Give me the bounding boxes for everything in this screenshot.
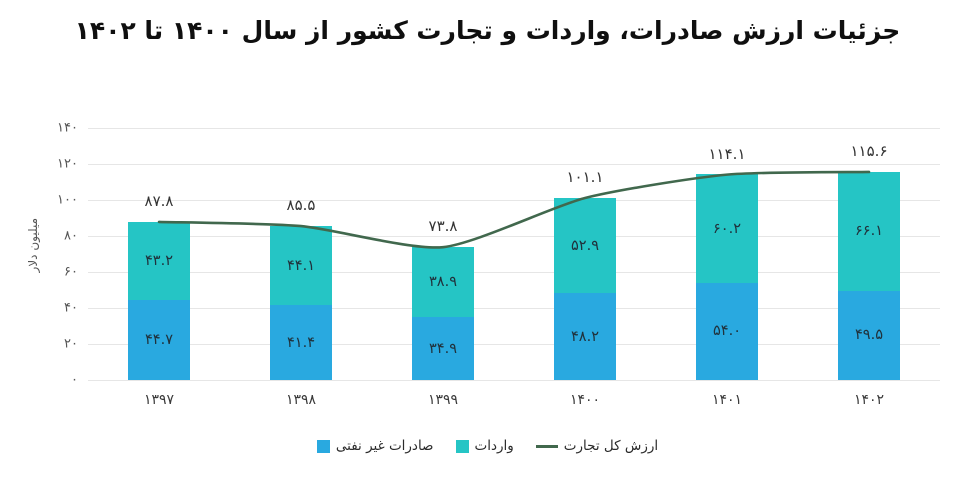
total-value-label: ۸۷.۸ [144,191,174,210]
x-axis-category-label: ۱۴۰۰ [569,392,601,408]
legend-item[interactable]: ارزش کل تجارت [535,438,659,454]
bar-segment-imports[interactable]: ۶۶.۱ [838,171,900,291]
bar-segment-imports[interactable]: ۴۴.۱ [270,226,332,306]
bar-segment-label: ۳۸.۹ [429,274,457,291]
bar-segment-imports[interactable]: ۳۸.۹ [412,247,474,318]
y-axis-title: میلیون دلار [26,218,40,273]
bar-group[interactable]: ۴۹.۵ ۶۶.۱ [838,171,900,380]
legend-item[interactable]: صادرات غیر نفتی [316,438,434,454]
total-value-label: ۱۱۵.۶ [850,141,888,160]
legend-item-label: واردات [474,438,514,454]
bar-group[interactable]: ۵۴.۰ ۶۰.۲ [696,174,758,380]
bar-segment-label: ۴۸.۲ [571,328,599,345]
bar-segment-exports[interactable]: ۴۴.۷ [128,299,190,380]
page-title: جزئیات ارزش صادرات، واردات و تجارت کشور … [74,16,901,45]
total-value-label: ۸۵.۵ [286,196,316,215]
x-axis-category-label: ۱۳۹۹ [427,392,459,408]
y-axis-tick-label: ۱۲۰ [57,156,78,172]
total-value-label: ۷۳.۸ [428,217,458,236]
x-axis-category-label: ۱۳۹۷ [143,392,175,408]
gridline [88,200,940,201]
legend-item[interactable]: واردات [455,438,514,454]
legend-item-label: ارزش کل تجارت [563,438,659,454]
y-axis-tick-label: ۰ [71,372,78,388]
bar-group[interactable]: ۳۴.۹ ۳۸.۹ [412,247,474,380]
y-axis-tick-label: ۱۰۰ [57,192,78,208]
x-axis-category-label: ۱۴۰۱ [711,392,743,408]
legend-swatch-icon [316,439,330,453]
legend-item-label: صادرات غیر نفتی [335,438,434,454]
gridline [88,272,940,273]
bar-group[interactable]: ۴۱.۴ ۴۴.۱ [270,226,332,380]
bar-segment-label: ۶۰.۲ [713,220,741,237]
trend-line-path [159,172,869,248]
y-axis-tick-label: ۴۰ [64,300,78,316]
plot-area: ۱۴۰ ۱۲۰ ۱۰۰ ۸۰ ۶۰ ۴۰ ۲۰ ۰ ۴۴.۷ ۴۳.۲ ۴۱.۴ ۴۴.۱ ۳۴.۹ ۳… [57,121,940,388]
bar-segment-label: ۴۴.۷ [145,331,173,348]
y-axis-tick-label: ۲۰ [64,336,78,352]
bar-segment-label: ۶۶.۱ [855,223,883,240]
total-trade-line [88,128,940,380]
gridline [88,380,940,381]
bar-segment-label: ۴۱.۴ [287,334,315,351]
x-axis-category-label: ۱۳۹۸ [285,392,317,408]
bar-segment-label: ۴۹.۵ [855,327,883,344]
gridline [88,236,940,237]
y-axis-tick-label: ۱۴۰ [57,120,78,136]
y-axis-tick-label: ۶۰ [64,264,78,280]
bar-segment-label: ۵۴.۰ [713,323,741,340]
bar-segment-label: ۵۲.۹ [571,237,599,254]
bar-segment-imports[interactable]: ۴۳.۲ [128,221,190,300]
gridline [88,344,940,345]
bar-segment-exports[interactable]: ۴۸.۲ [554,293,616,380]
bar-segment-label: ۴۳.۲ [145,252,173,269]
legend-swatch-icon [455,439,469,453]
bars-layer: ۴۴.۷ ۴۳.۲ ۴۱.۴ ۴۴.۱ ۳۴.۹ ۳۸.۹ ۴۸.۲ ۵۲.۹ ۵۴.۰ ۶۰.۲… [88,128,940,380]
y-axis-tick-label: ۸۰ [64,228,78,244]
gridline [88,308,940,309]
bar-segment-label: ۴۴.۱ [287,257,315,274]
bar-segment-exports[interactable]: ۴۹.۵ [838,290,900,380]
gridline [88,128,940,129]
total-value-label: ۱۰۱.۱ [566,168,604,187]
x-axis-category-label: ۱۴۰۲ [853,392,885,408]
gridline [88,164,940,165]
total-value-label: ۱۱۴.۱ [708,144,746,163]
bar-segment-label: ۳۴.۹ [429,340,457,357]
bar-segment-exports[interactable]: ۴۱.۴ [270,305,332,380]
bar-segment-exports[interactable]: ۳۴.۹ [412,317,474,380]
legend-line-icon [535,444,558,448]
bar-segment-imports[interactable]: ۵۲.۹ [554,198,616,294]
bar-group[interactable]: ۴۸.۲ ۵۲.۹ [554,198,616,380]
bar-segment-exports[interactable]: ۵۴.۰ [696,282,758,380]
chart-legend: ارزش کل تجارت واردات صادرات غیر نفتی [0,438,975,454]
bar-segment-imports[interactable]: ۶۰.۲ [696,174,758,283]
bar-group[interactable]: ۴۴.۷ ۴۳.۲ [128,221,190,380]
